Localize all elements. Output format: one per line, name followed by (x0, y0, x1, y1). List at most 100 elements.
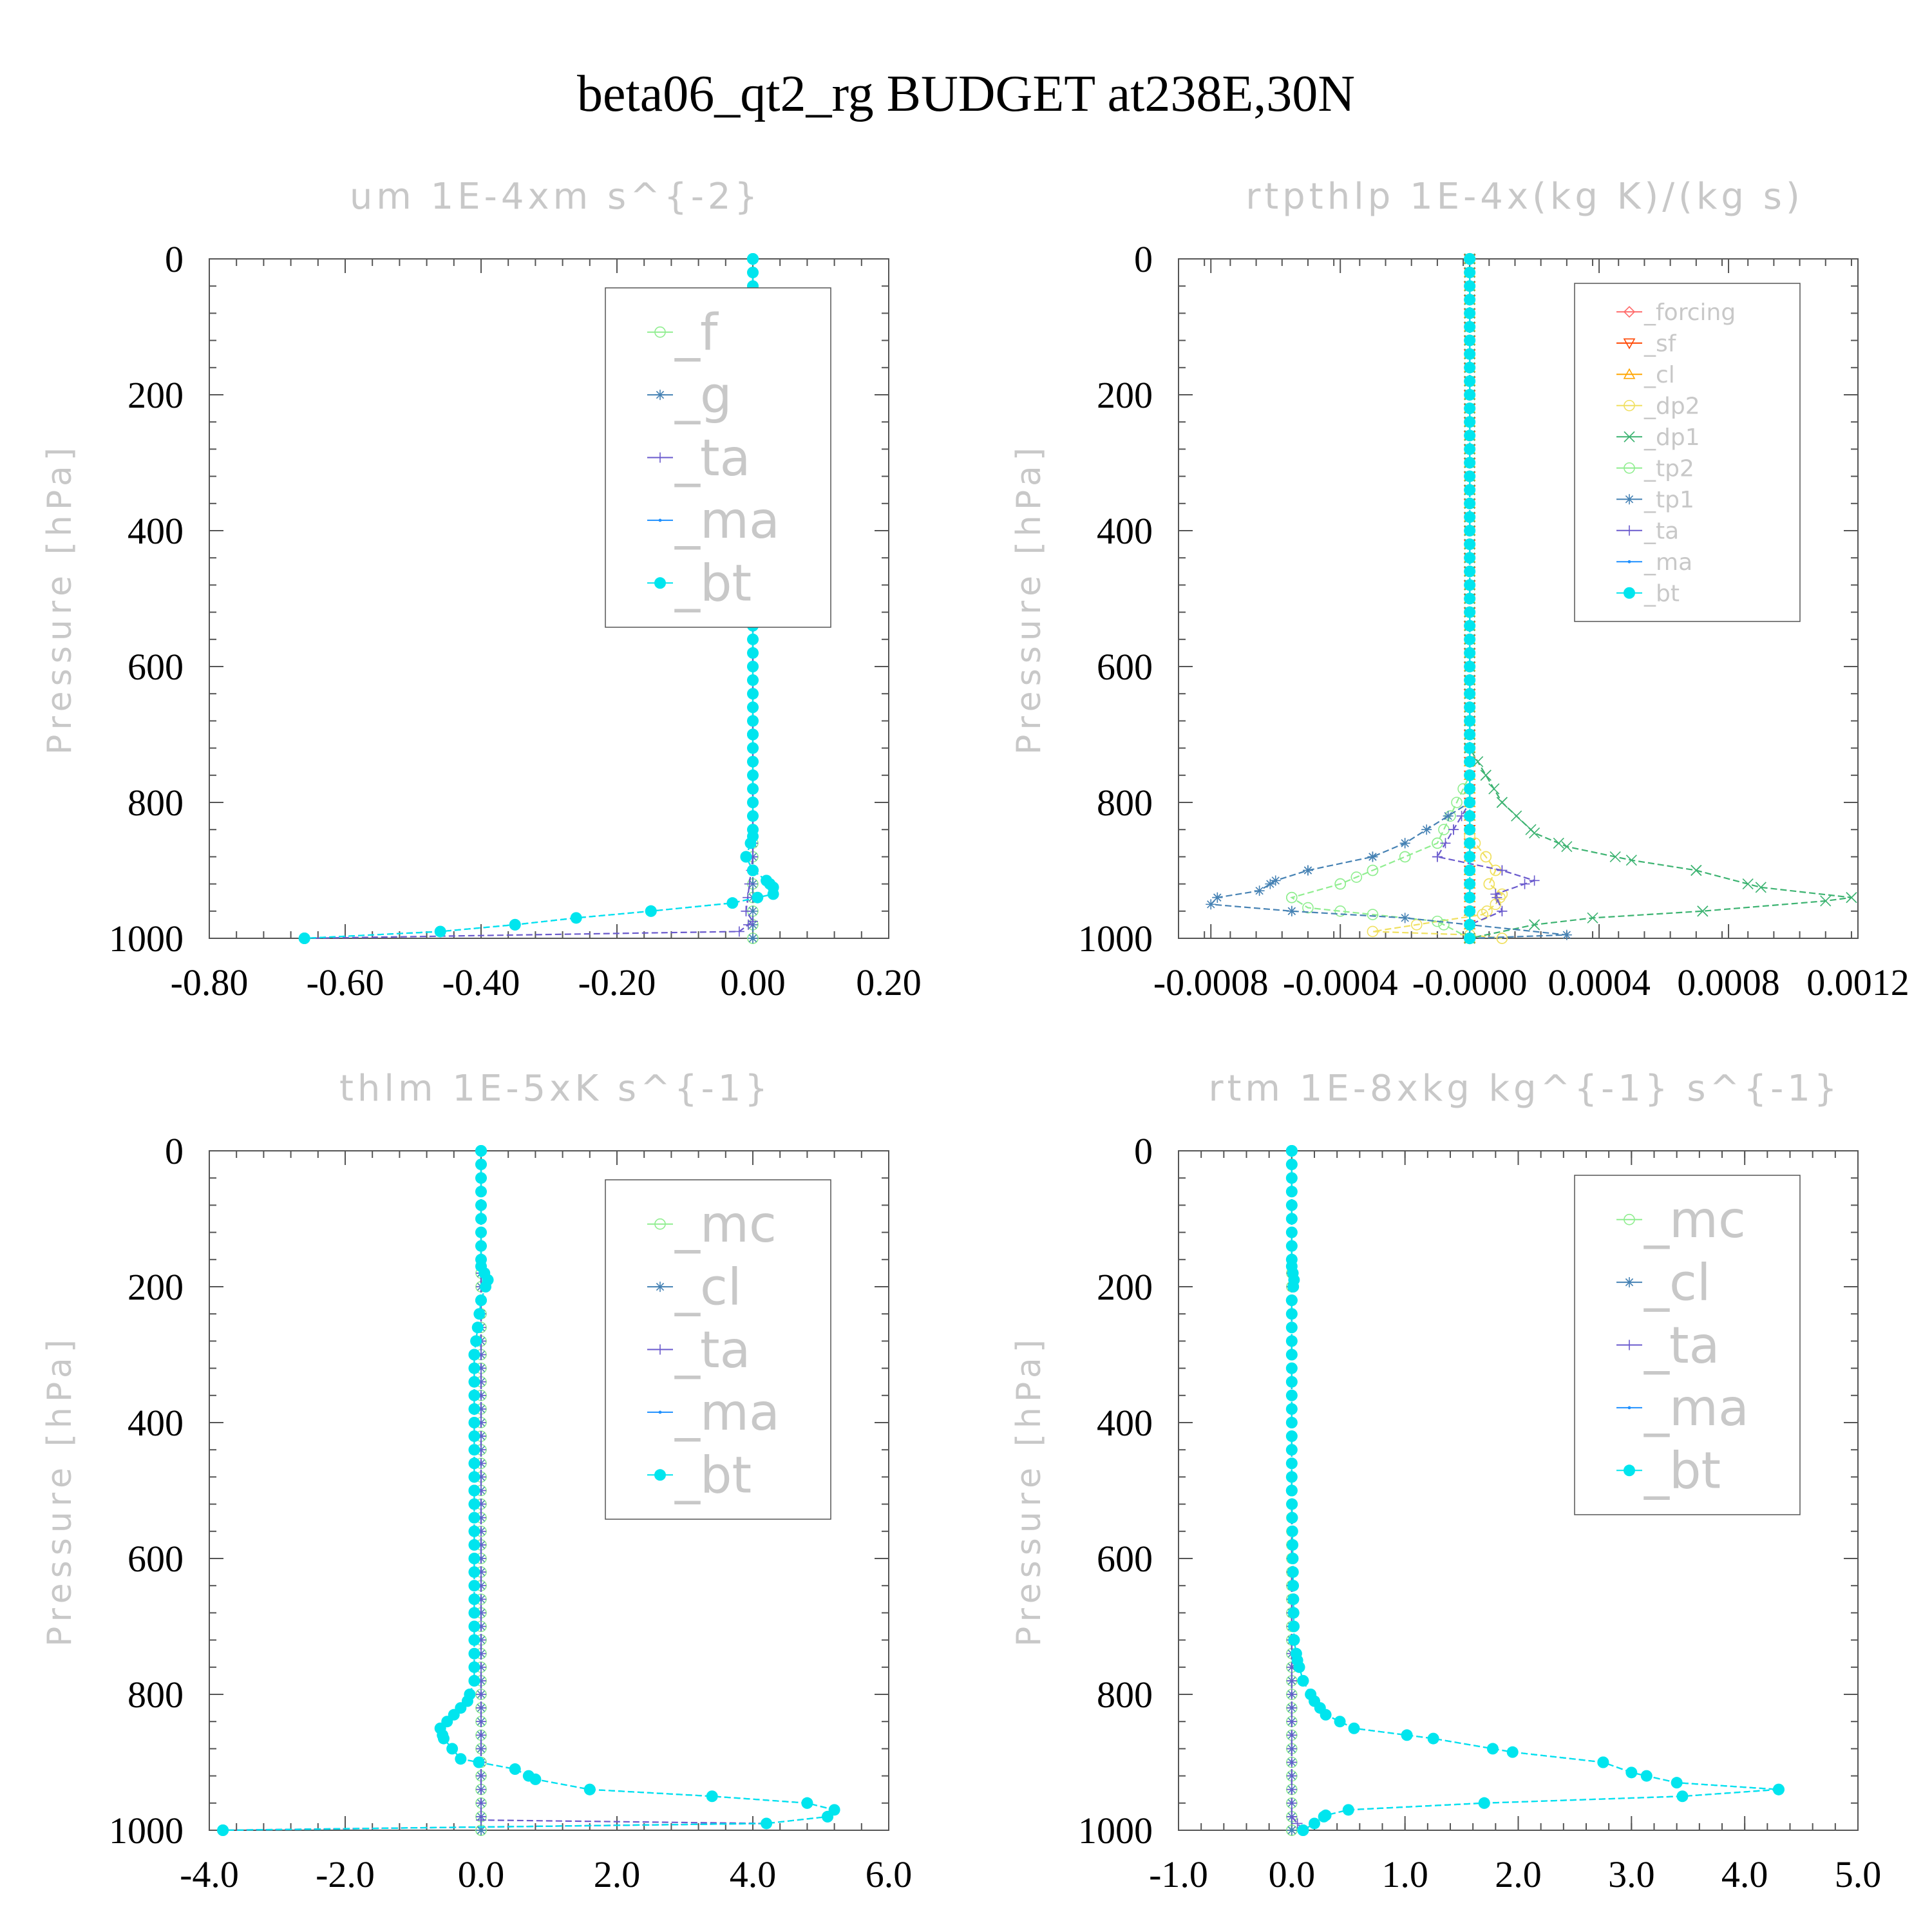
data-point (1464, 864, 1476, 876)
data-point (475, 1213, 487, 1225)
legend-marker (658, 1410, 662, 1414)
data-point (1464, 443, 1476, 455)
series-line (1372, 259, 1503, 940)
data-point (475, 1172, 487, 1184)
data-point (1401, 1729, 1413, 1741)
data-point (1506, 1746, 1519, 1758)
legend-label: _ma (1643, 1379, 1749, 1437)
x-tick-label: -0.80 (171, 961, 249, 1003)
panel-4: rtm 1E-8xkg kg^{-1} s^{-1} Pressure [hPa]… (1010, 1068, 1881, 1895)
legend-label: _g (674, 366, 732, 424)
data-point (482, 1274, 494, 1286)
data-point (1286, 1716, 1297, 1727)
data-point (1676, 1790, 1689, 1803)
data-point (1287, 1553, 1299, 1564)
data-point (1285, 1260, 1298, 1273)
data-point (1488, 783, 1500, 795)
data-point (1690, 864, 1702, 876)
data-point (476, 1716, 486, 1727)
x-tick-label: 0.0008 (1677, 961, 1780, 1003)
data-point (1286, 1825, 1297, 1835)
legend-box (1574, 283, 1801, 622)
data-point (468, 1553, 480, 1564)
legend-label: _mc (674, 1196, 777, 1254)
legend-marker (1627, 560, 1631, 564)
data-point (747, 830, 759, 842)
data-point (434, 925, 446, 938)
data-point (1553, 837, 1564, 849)
x-tick-label: 0.20 (856, 961, 922, 1003)
data-point (1399, 913, 1410, 923)
data-point (1464, 470, 1476, 482)
legend-label: _bt (674, 555, 752, 613)
data-point (1286, 1770, 1297, 1781)
data-point (1464, 361, 1476, 374)
data-point (747, 755, 759, 768)
data-point (1286, 1784, 1297, 1795)
data-point (1464, 837, 1476, 849)
legend-label: _cl (1643, 362, 1675, 388)
data-point (747, 797, 759, 808)
legend-item: _mc (647, 1196, 777, 1254)
data-point (1464, 511, 1476, 523)
x-tick-label: 4.0 (1721, 1853, 1768, 1895)
legend-item: _ta (1616, 1317, 1719, 1375)
data-point (767, 888, 779, 900)
y-tick-label: 1000 (1078, 1810, 1153, 1852)
legend-label: _ma (1643, 549, 1692, 576)
y-tick-label: 800 (128, 1674, 184, 1716)
data-point (1464, 851, 1476, 863)
legend-label: _bt (674, 1447, 752, 1505)
y-tick-label: 800 (128, 782, 184, 824)
y-tick-label: 800 (1097, 1674, 1153, 1716)
data-point (468, 1620, 480, 1633)
data-point (475, 1186, 487, 1198)
data-point (1497, 865, 1508, 876)
legend-item: _ta (647, 430, 750, 488)
data-point (473, 1308, 486, 1320)
legend: _mc_cl_ta_ma _bt (1574, 1175, 1801, 1515)
data-point (1285, 1172, 1298, 1184)
data-point (1464, 674, 1476, 687)
legend-label: _ta (1643, 1317, 1719, 1375)
legend-item: _dp2 (1616, 393, 1700, 419)
legend-item: _tp1 (1616, 487, 1694, 513)
legend-label: _tp1 (1643, 487, 1694, 513)
data-point (476, 1825, 486, 1835)
data-point (741, 905, 752, 916)
data-point (1297, 1674, 1309, 1687)
data-point (1285, 1145, 1298, 1157)
data-point (1464, 782, 1476, 795)
legend-label: _tp2 (1643, 455, 1694, 482)
legend-label: _ma (674, 492, 780, 550)
data-point (1671, 1777, 1683, 1789)
data-point (747, 701, 759, 714)
legend-item: _ma (647, 1384, 780, 1442)
series-ta (1432, 254, 1540, 943)
series-line (304, 259, 774, 940)
data-point (1286, 1498, 1298, 1510)
data-point (1285, 1362, 1298, 1374)
data-point (1464, 797, 1476, 808)
legend-marker (655, 1282, 665, 1293)
data-point (1438, 919, 1450, 931)
data-point (468, 1471, 480, 1483)
y-axis-label: Pressure [hPa] (1010, 442, 1048, 755)
data-point (748, 916, 758, 927)
data-point (476, 1815, 486, 1826)
x-tick-label: -0.40 (442, 961, 520, 1003)
data-point (468, 1389, 480, 1401)
series-line (1209, 259, 1567, 940)
data-point (1464, 430, 1476, 442)
data-point (1464, 592, 1476, 605)
series-line (1436, 259, 1537, 938)
data-point (1286, 1675, 1297, 1686)
data-point (1755, 882, 1766, 893)
data-point (1367, 864, 1379, 876)
y-tick-label: 0 (165, 1130, 184, 1172)
data-point (1519, 878, 1530, 889)
data-point (1464, 389, 1476, 401)
data-point (468, 1593, 480, 1605)
data-point (473, 1756, 485, 1768)
x-tick-label: 5.0 (1835, 1853, 1882, 1895)
